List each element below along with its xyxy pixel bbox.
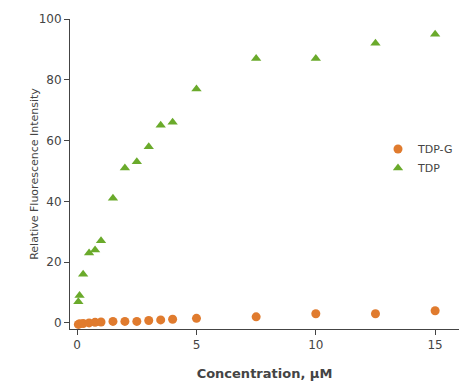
svg-text:60: 60	[46, 134, 61, 148]
svg-text:15: 15	[427, 338, 442, 352]
svg-text:TDP-G: TDP-G	[417, 143, 452, 156]
svg-text:40: 40	[46, 195, 61, 209]
svg-text:100: 100	[39, 12, 62, 26]
svg-text:80: 80	[46, 73, 61, 87]
svg-text:5: 5	[193, 338, 201, 352]
svg-text:0: 0	[73, 338, 81, 352]
svg-text:TDP: TDP	[417, 162, 440, 175]
svg-text:10: 10	[308, 338, 323, 352]
svg-text:0: 0	[54, 316, 62, 330]
svg-text:Relative Fluorescence Intensit: Relative Fluorescence Intensity	[28, 88, 41, 260]
svg-text:Concentration, μM: Concentration, μM	[197, 366, 333, 381]
svg-text:20: 20	[46, 255, 61, 269]
